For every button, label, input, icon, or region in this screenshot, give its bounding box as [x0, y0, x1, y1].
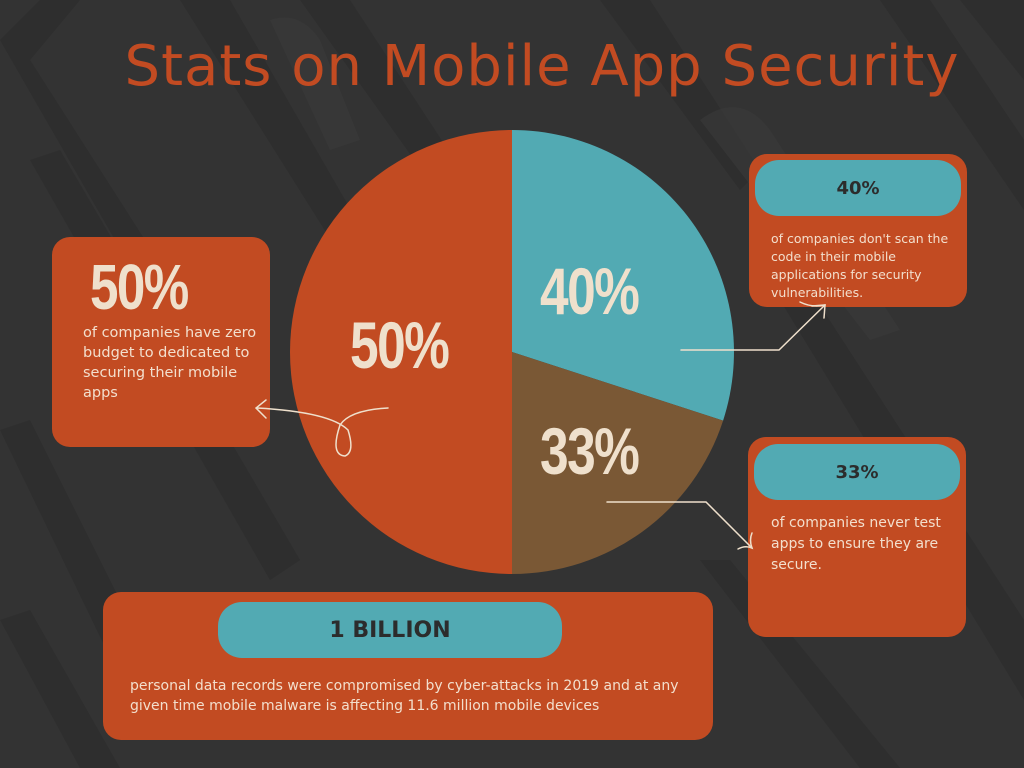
- stat-card-left-number: 50%: [90, 251, 189, 323]
- stat-card-bottom-right-pill: 33%: [754, 444, 960, 500]
- stat-card-bottom-pill: 1 BILLION: [218, 602, 562, 658]
- stat-card-top-right-pill: 40%: [755, 160, 961, 216]
- stat-card-left: 50% of companies have zero budget to ded…: [52, 237, 270, 447]
- stat-card-bottom-right: 33% of companies never test apps to ensu…: [748, 437, 966, 637]
- stat-card-bottom-right-value: 33%: [835, 461, 879, 483]
- stat-card-bottom: 1 BILLION personal data records were com…: [103, 592, 713, 740]
- stat-card-top-right: 40% of companies don't scan the code in …: [749, 154, 967, 307]
- stat-card-left-text: of companies have zero budget to dedicat…: [83, 325, 257, 401]
- stat-card-bottom-right-text: of companies never test apps to ensure t…: [771, 515, 941, 573]
- pie-label-brown: 33%: [540, 414, 640, 488]
- stat-card-bottom-value: 1 BILLION: [329, 617, 451, 643]
- pie-label-teal: 40%: [540, 254, 640, 328]
- pie-label-red: 50%: [350, 308, 450, 382]
- page-title: Stats on Mobile App Security: [124, 34, 960, 99]
- stat-card-top-right-text: of companies don't scan the code in thei…: [771, 231, 949, 300]
- pie-slice-teal: [512, 130, 734, 421]
- stat-card-bottom-text: personal data records were compromised b…: [130, 678, 679, 714]
- pie-slice-brown: [512, 352, 724, 574]
- stat-card-top-right-value: 40%: [836, 177, 880, 199]
- pie-slice-red: [290, 130, 512, 574]
